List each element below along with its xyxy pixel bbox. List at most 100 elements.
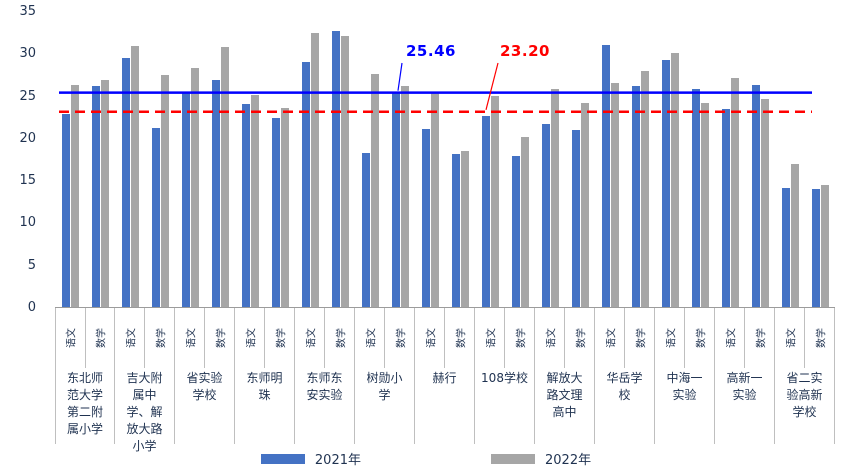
plot-area: 语文 数学 东北师范大学第二附属小学 语文 数学 吉大附属中学、解放大路小学 语文 数学 省实验… [55,12,835,453]
category-group-label: 解放大路文理高中 [535,368,595,444]
bar-2022年 [100,79,109,307]
bar-2022年 [130,45,139,307]
bar-2022年 [400,86,409,307]
bar-2022年 [190,67,199,307]
category-group: 语文 数学 高新一实验 [715,12,775,444]
bar-2021年 [211,80,220,307]
bar-2021年 [751,85,760,307]
category-group-label: 省实验学校 [175,368,235,444]
bar-pair-slot [235,12,265,307]
category-sublabel: 语文 [546,328,557,348]
bar-2022年 [700,103,709,307]
bar-2022年 [760,98,769,307]
bar-2021年 [181,93,190,307]
bar-pair-slot [445,12,475,307]
bar-pair-slot [385,12,415,307]
category-sublabel-cell: 数学 [625,308,654,368]
bar-2021年 [151,127,160,307]
category-group: 语文 数学 华岳学校 [595,12,655,444]
bar-pair-slot [595,12,625,307]
bar-2022年 [250,94,259,307]
bar-2022年 [340,35,349,307]
category-sublabel: 数学 [96,328,108,348]
legend-swatch-2022 [491,453,535,464]
category-group: 语文 数学赫行 [415,12,475,444]
bar-2022年 [310,33,319,307]
y-axis-tick: 30 [19,46,36,62]
bar-2021年 [691,88,700,307]
category-group-label: 高新一实验 [715,368,775,444]
category-sublabel-cell: 数学 [205,308,234,368]
bar-2022年 [550,88,559,307]
category-sublabel: 数学 [396,328,407,348]
category-group-label: 东北师范大学第二附属小学 [55,368,115,444]
bar-pair-slot [805,12,835,307]
bar-2022年 [460,150,469,307]
category-group-label: 省二实验高新学校 [775,368,835,444]
category-group: 语文 数学 东师东安实验 [295,12,355,444]
category-sublabel: 语文 [366,328,377,348]
legend-label-2022: 2022年 [545,453,592,468]
bar-pair-slot [325,12,355,307]
category-sublabel-cell: 数学 [385,308,414,368]
bar-2021年 [121,58,130,307]
bar-2021年 [241,104,250,307]
y-axis-tick: 10 [19,215,36,231]
category-group-label: 吉大附属中学、解放大路小学 [115,368,175,453]
category-sublabel: 语文 [306,328,317,348]
bar-2021年 [271,118,280,307]
bar-2022年 [730,77,739,307]
category-sublabel-cell: 语文 [56,308,86,368]
category-sublabel: 语文 [426,328,437,348]
bar-2021年 [91,86,100,307]
bar-2021年 [331,31,340,307]
bar-pair-slot [265,12,295,307]
category-group-label: 东师明珠 [235,368,295,444]
category-group: 语文 数学 省实验学校 [175,12,235,444]
bar-pair-slot [655,12,685,307]
category-group: 语文 数学 108学校 [475,12,535,444]
bar-2021年 [631,86,640,307]
category-sublabel: 数学 [276,328,287,348]
y-axis-tick: 20 [19,130,36,146]
category-group-label: 树勋小学 [355,368,415,444]
category-group-label: 中海一实验 [655,368,715,444]
category-sublabel-cell: 数学 [145,308,174,368]
bar-pair-slot [145,12,175,307]
bar-2021年 [481,115,490,307]
category-sublabel-cell: 语文 [595,308,625,368]
category-sublabel-cell: 语文 [715,308,745,368]
category-sublabel: 数学 [516,328,527,348]
category-group: 语文 数学东北师范大学第二附属小学 [55,12,115,444]
bar-pair-slot [535,12,565,307]
category-group-label: 华岳学校 [595,368,655,444]
category-sublabel-cell: 数学 [325,308,354,368]
bar-2021年 [421,128,430,307]
legend: 2021年 2022年 [0,449,852,468]
category-sublabel: 数学 [576,328,587,348]
category-sublabel: 语文 [786,328,797,348]
category-sublabel-cell: 语文 [415,308,445,368]
category-sublabel: 语文 [186,328,197,348]
category-sublabel: 数学 [696,328,707,348]
category-sublabel: 语文 [126,328,137,348]
bar-2021年 [601,44,610,307]
bar-2021年 [811,188,820,307]
bar-pair-slot [745,12,775,307]
category-sublabel-cell: 语文 [535,308,565,368]
category-sublabel-cell: 语文 [655,308,685,368]
bar-2021年 [61,114,70,307]
category-sublabel-cell: 数学 [505,308,534,368]
bar-pair-slot [415,12,445,307]
category-group-label: 赫行 [415,368,475,444]
category-sublabel-cell: 语文 [775,308,805,368]
bar-pair-slot [115,12,145,307]
category-group: 语文 数学中海一实验 [655,12,715,444]
category-sublabel-cell: 语文 [175,308,205,368]
category-sublabel-cell: 语文 [115,308,145,368]
bar-pair-slot [625,12,655,307]
bar-2022年 [370,73,379,307]
category-sublabel: 数学 [456,328,467,348]
y-axis: 0 5 10 15 20 25 30 35 [0,0,42,320]
bar-2022年 [160,75,169,307]
